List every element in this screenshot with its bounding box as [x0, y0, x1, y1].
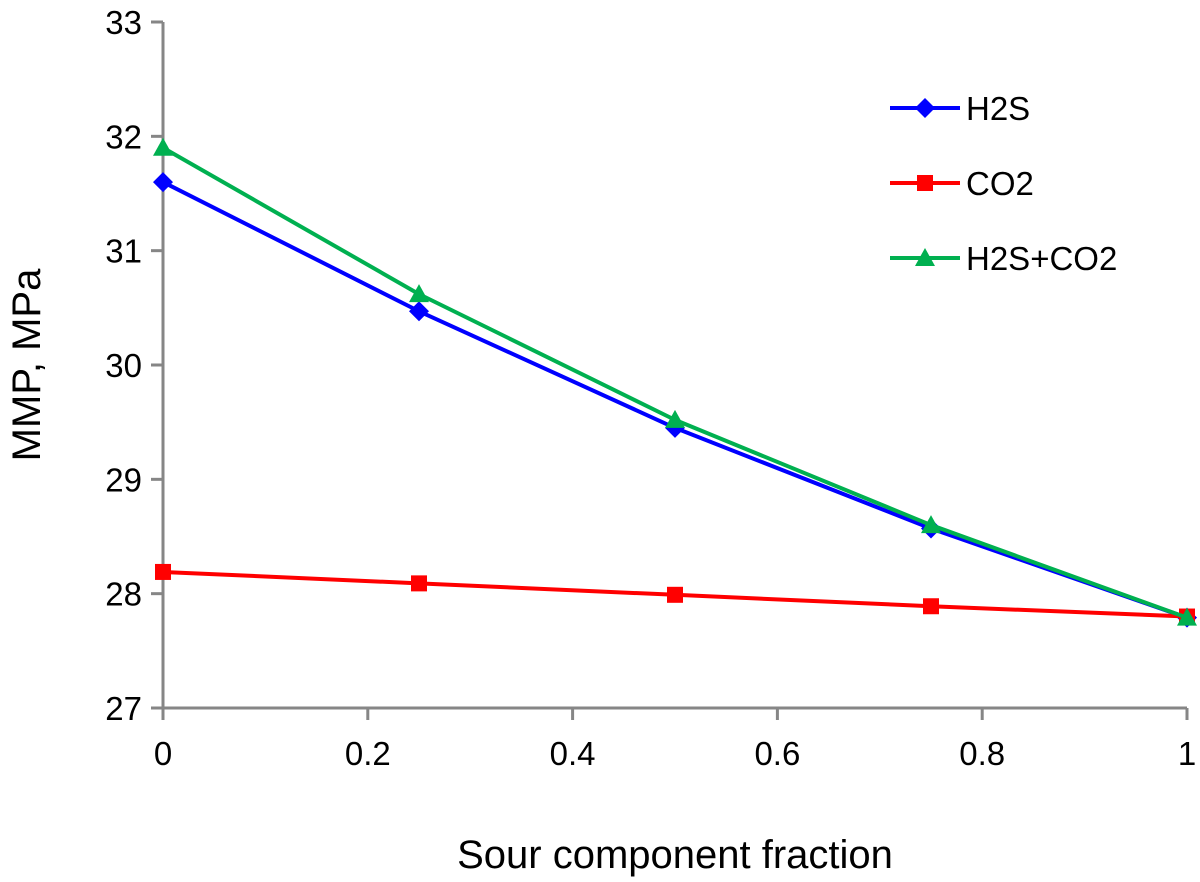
y-tick-label: 29	[105, 461, 142, 498]
data-point-h2s-co2	[409, 284, 429, 303]
x-tick-label: 1	[1178, 735, 1196, 772]
x-tick-label: 0.6	[754, 735, 800, 772]
y-tick-label: 27	[105, 690, 142, 727]
series-co2	[155, 563, 1195, 625]
series-layer	[153, 137, 1197, 628]
legend-marker-co2	[917, 175, 933, 191]
legend-entry-co2: CO2	[890, 165, 1034, 202]
series-h2s-co2	[153, 137, 1197, 626]
legend-marker-h2s	[915, 98, 935, 118]
y-tick-label: 31	[105, 233, 142, 270]
y-tick-label: 28	[105, 576, 142, 613]
x-tick-label: 0.4	[550, 735, 596, 772]
data-point-co2	[923, 598, 939, 615]
x-tick-label: 0.2	[345, 735, 391, 772]
data-point-co2	[667, 586, 683, 603]
y-axis-ticks: 27 28 29 30 31 32 33	[105, 4, 163, 727]
y-tick-label: 30	[105, 347, 142, 384]
legend: H2S CO2 H2S+CO2	[890, 90, 1117, 277]
x-tick-label: 0.8	[959, 735, 1005, 772]
legend-marker-shape-h2s-co2	[915, 248, 935, 266]
data-point-h2s-co2	[1177, 607, 1197, 626]
data-point-h2s-co2	[921, 515, 941, 534]
y-axis-title: MMP, MPa	[5, 268, 49, 461]
legend-label-co2: CO2	[966, 165, 1034, 202]
y-tick-label: 33	[105, 4, 142, 41]
legend-marker-h2s-co2	[915, 248, 935, 266]
legend-label-h2s: H2S	[966, 90, 1030, 127]
data-point-co2	[155, 563, 171, 580]
data-point-co2	[411, 575, 427, 592]
x-axis-ticks: 0 0.2 0.4 0.6 0.8 1	[154, 708, 1196, 772]
data-point-h2s-co2	[153, 137, 173, 156]
axes	[161, 22, 1187, 710]
series-line-h2s-co2	[162, 146, 1188, 620]
data-point-h2s-co2	[665, 409, 685, 428]
x-axis-title: Sour component fraction	[457, 833, 893, 877]
legend-label-h2s-co2: H2S+CO2	[966, 240, 1117, 277]
legend-marker-shape-h2s	[915, 98, 935, 118]
data-point-h2s	[409, 301, 429, 322]
legend-entry-h2s: H2S	[890, 90, 1030, 127]
legend-entry-h2s-co2: H2S+CO2	[890, 240, 1117, 277]
legend-marker-shape-co2	[917, 175, 933, 191]
data-point-h2s	[153, 172, 173, 193]
x-tick-label: 0	[154, 735, 172, 772]
y-tick-label: 32	[105, 118, 142, 155]
